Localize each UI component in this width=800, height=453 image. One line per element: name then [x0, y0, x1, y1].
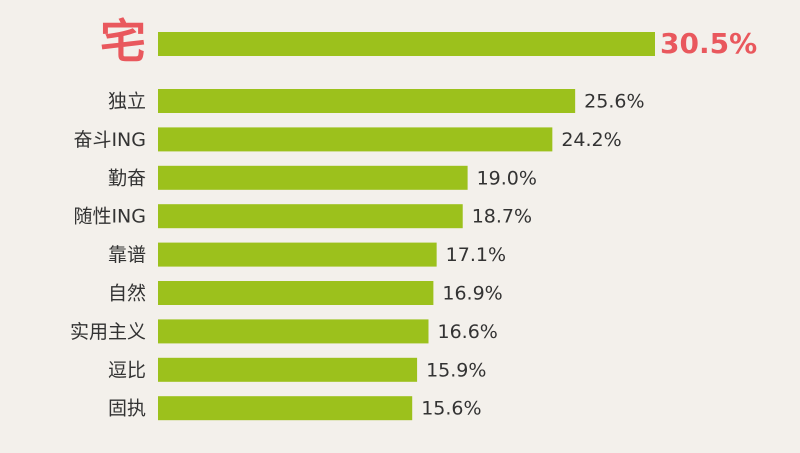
category-label: 奋斗ING [73, 129, 146, 151]
bar [158, 242, 437, 267]
bar [158, 396, 413, 421]
value-label: 24.2% [561, 129, 621, 151]
category-label: 勤奋 [108, 167, 146, 189]
bar [158, 281, 434, 305]
value-label: 16.6% [437, 321, 497, 343]
category-label: 逗比 [108, 359, 146, 381]
value-label: 25.6% [584, 91, 644, 113]
bar [158, 204, 463, 229]
bar [158, 357, 418, 382]
value-label: 16.9% [442, 283, 502, 305]
category-label: 固执 [108, 398, 146, 420]
category-label: 独立 [108, 91, 146, 113]
category-label: 宅 [100, 15, 146, 69]
value-label: 17.1% [446, 244, 506, 266]
category-label: 靠谱 [108, 244, 146, 266]
value-label: 18.7% [472, 206, 532, 228]
category-label: 自然 [108, 283, 146, 305]
category-label: 随性ING [73, 206, 146, 228]
bar [158, 32, 655, 56]
bar [158, 319, 429, 344]
value-label: 30.5% [660, 27, 757, 60]
category-label: 实用主义 [70, 321, 146, 343]
value-label: 19.0% [477, 167, 537, 189]
bar [158, 89, 576, 113]
value-label: 15.6% [421, 398, 481, 420]
value-label: 15.9% [426, 359, 486, 381]
bar [158, 165, 468, 190]
bar [158, 127, 553, 152]
